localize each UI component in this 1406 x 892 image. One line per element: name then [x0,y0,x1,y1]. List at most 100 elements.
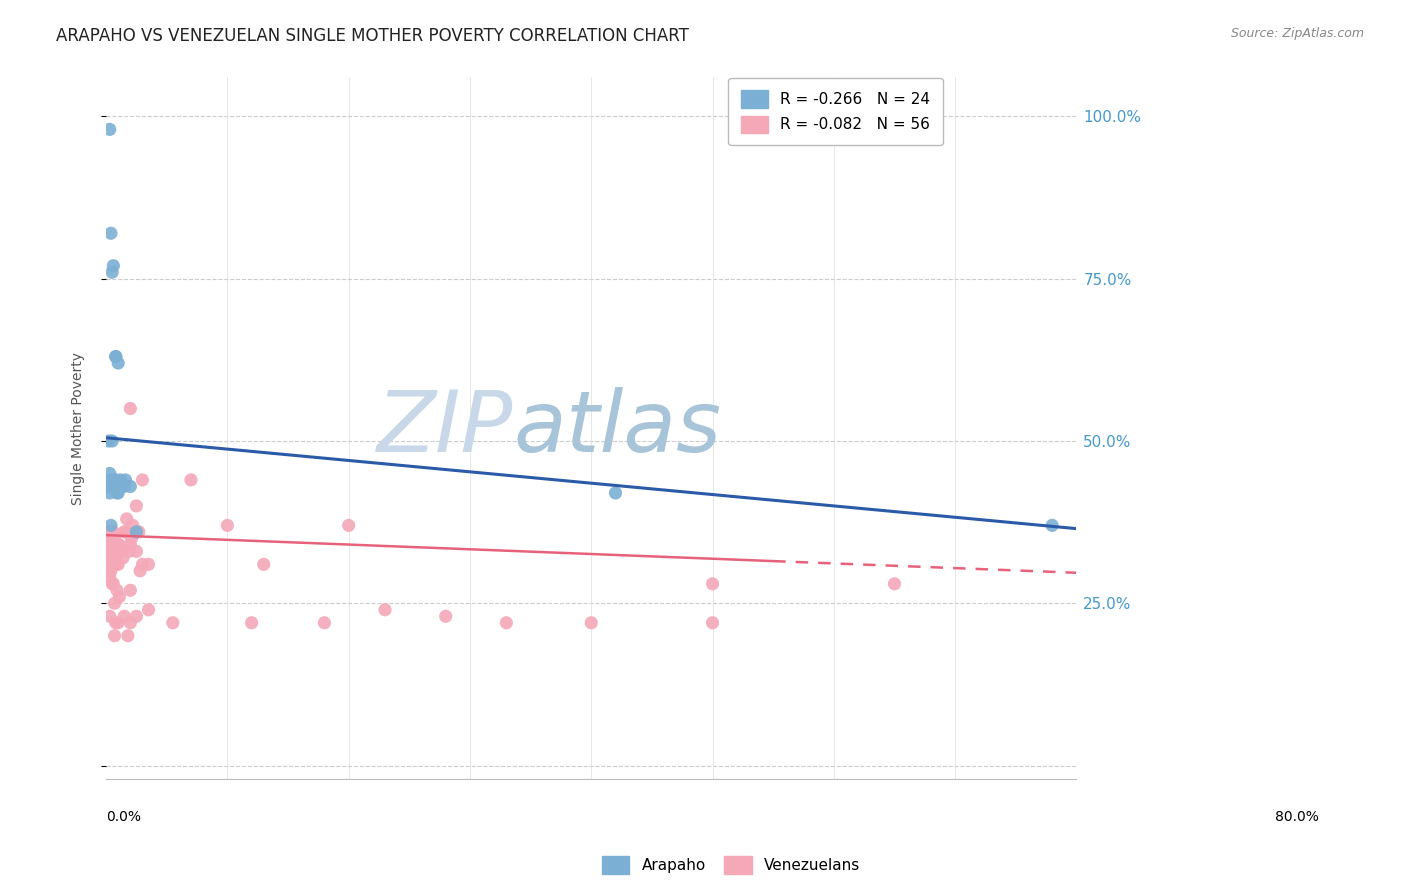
Point [129,564,152,578]
Point [128,524,150,539]
Point [112,609,135,624]
Point [121,532,143,546]
Text: atlas: atlas [513,386,721,469]
Point [100,564,122,578]
Point [107,479,129,493]
Point [96,479,118,493]
Point [98,544,121,558]
Point [107,538,129,552]
Point [114,524,136,539]
Point [162,615,184,630]
Point [131,558,153,572]
Point [434,609,457,624]
Point [101,532,124,546]
Point [98,609,121,624]
Point [101,265,124,279]
Point [101,434,124,448]
Point [118,544,141,558]
Point [98,122,121,136]
Point [104,538,127,552]
Point [104,350,127,364]
Point [112,550,135,565]
Point [108,479,131,493]
Point [101,524,124,539]
Point [105,486,128,500]
Point [114,473,136,487]
Point [103,550,125,565]
Point [111,544,134,558]
Point [111,479,134,493]
Point [115,512,138,526]
Point [605,486,627,500]
Y-axis label: Single Mother Poverty: Single Mother Poverty [72,351,86,505]
Point [98,570,121,584]
Point [103,479,125,493]
Point [97,434,120,448]
Point [98,467,121,481]
Legend: Arapaho, Venezuelans: Arapaho, Venezuelans [596,850,866,880]
Point [100,538,122,552]
Point [100,473,122,487]
Point [96,524,118,539]
Text: 80.0%: 80.0% [1275,810,1319,824]
Point [104,558,127,572]
Point [138,558,160,572]
Point [107,558,129,572]
Point [1040,518,1063,533]
Point [110,473,132,487]
Point [120,538,142,552]
Text: ARAPAHO VS VENEZUELAN SINGLE MOTHER POVERTY CORRELATION CHART: ARAPAHO VS VENEZUELAN SINGLE MOTHER POVE… [56,27,689,45]
Point [883,576,905,591]
Point [107,615,129,630]
Point [103,259,125,273]
Point [104,350,127,364]
Text: ZIP: ZIP [377,386,513,469]
Point [107,356,129,370]
Point [105,544,128,558]
Point [374,603,396,617]
Point [120,615,142,630]
Point [97,558,120,572]
Point [103,532,125,546]
Point [103,544,125,558]
Point [97,564,120,578]
Point [121,518,143,533]
Point [253,558,276,572]
Point [125,544,148,558]
Point [112,479,135,493]
Point [108,590,131,604]
Point [103,629,125,643]
Point [101,576,124,591]
Point [581,615,603,630]
Point [337,518,360,533]
Point [120,479,142,493]
Point [100,226,122,240]
Text: Source: ZipAtlas.com: Source: ZipAtlas.com [1230,27,1364,40]
Point [180,473,202,487]
Legend: R = -0.266   N = 24, R = -0.082   N = 56: R = -0.266 N = 24, R = -0.082 N = 56 [728,78,942,145]
Point [103,524,125,539]
Point [107,486,129,500]
Point [110,544,132,558]
Point [495,615,517,630]
Point [96,538,118,552]
Point [101,473,124,487]
Point [131,473,153,487]
Point [97,550,120,565]
Point [120,401,142,416]
Point [138,603,160,617]
Point [98,524,121,539]
Point [217,518,239,533]
Point [117,629,139,643]
Text: 0.0%: 0.0% [105,810,141,824]
Point [100,518,122,533]
Point [240,615,263,630]
Point [103,596,125,610]
Point [125,609,148,624]
Point [120,583,142,598]
Point [702,615,724,630]
Point [314,615,336,630]
Point [125,499,148,513]
Point [104,615,127,630]
Point [103,473,125,487]
